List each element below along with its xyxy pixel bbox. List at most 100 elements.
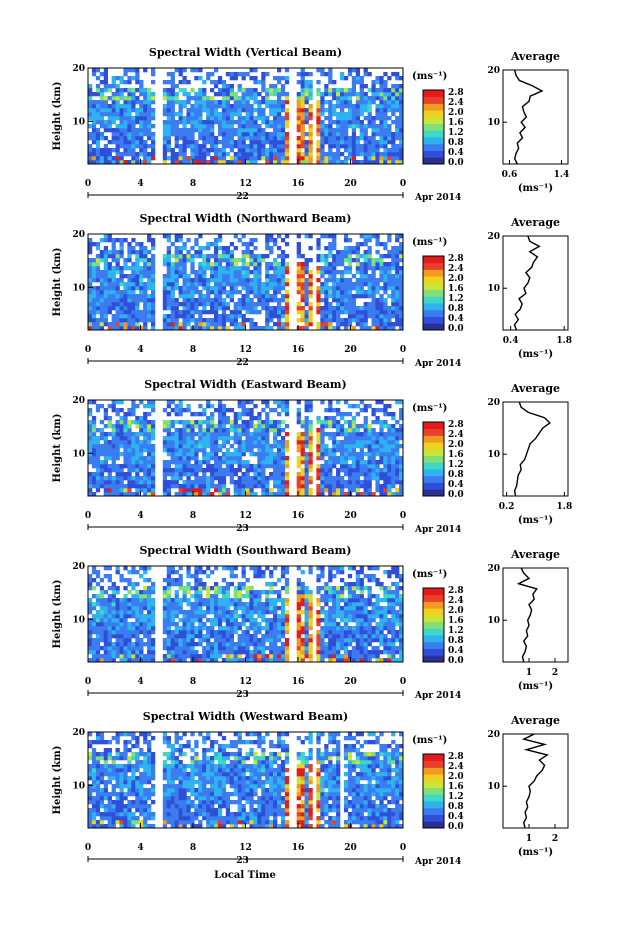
heatmap-cell: [359, 262, 364, 267]
heatmap-cell: [257, 310, 262, 315]
heatmap-cell: [336, 140, 341, 145]
heatmap-cell: [198, 428, 203, 433]
heatmap-cell: [241, 262, 246, 267]
heatmap-cell: [391, 416, 396, 421]
heatmap-cell: [229, 124, 234, 129]
heatmap-cell: [123, 124, 128, 129]
heatmap-cell: [131, 286, 136, 291]
heatmap-cell: [355, 476, 360, 481]
heatmap-cell: [237, 266, 242, 271]
heatmap-cell: [135, 598, 140, 603]
heatmap-cell: [332, 234, 337, 239]
heatmap-cell: [91, 618, 97, 623]
heatmap-cell: [347, 468, 353, 473]
heatmap-cell: [332, 120, 337, 125]
heatmap-cell: [237, 72, 242, 77]
colorbar-tick-label: 0.4: [448, 480, 464, 490]
heatmap-cell: [347, 456, 353, 461]
heatmap-cell: [277, 448, 282, 453]
heatmap-cell: [178, 408, 183, 413]
heatmap-cell: [308, 314, 313, 319]
heatmap-cell: [241, 286, 246, 291]
heatmap-cell: [170, 116, 175, 121]
heatmap-cell: [277, 68, 282, 73]
heatmap-cell: [147, 294, 152, 299]
heatmap-cell: [265, 238, 270, 243]
heatmap-cell: [379, 400, 384, 405]
heatmap-cell: [316, 322, 321, 327]
heatmap-cell: [182, 326, 187, 331]
heatmap-cell: [214, 274, 219, 279]
heatmap-cell: [253, 480, 258, 485]
heatmap-cell: [194, 68, 199, 73]
heatmap-cell: [249, 140, 254, 145]
heatmap-cell: [399, 156, 404, 161]
heatmap-cell: [206, 282, 211, 287]
heatmap-cell: [182, 590, 187, 595]
heatmap-cell: [147, 412, 152, 417]
heatmap-cell: [391, 464, 396, 469]
heatmap-cell: [221, 436, 227, 441]
heatmap-cell: [233, 144, 238, 149]
heatmap-cell: [210, 436, 215, 441]
heatmap-cell: [115, 614, 120, 619]
heatmap-cell: [103, 258, 108, 263]
heatmap-cell: [91, 262, 97, 267]
heatmap-cell: [277, 132, 282, 137]
heatmap-cell: [143, 606, 148, 611]
heatmap-cell: [265, 452, 270, 457]
heatmap-cell: [343, 112, 349, 117]
heatmap-cell: [379, 140, 384, 145]
average-x-tick-label: 0.4: [503, 336, 519, 346]
heatmap-cell: [127, 152, 132, 157]
heatmap-cell: [355, 436, 360, 441]
heatmap-cell: [214, 152, 219, 157]
heatmap-cell: [241, 278, 246, 283]
heatmap-cell: [119, 270, 124, 275]
heatmap-cell: [88, 440, 93, 445]
heatmap-cell: [351, 250, 357, 255]
heatmap-cell: [395, 282, 400, 287]
heatmap-cell: [190, 464, 195, 469]
heatmap-cell: [304, 160, 309, 165]
heatmap-cell: [395, 152, 400, 157]
heatmap-cell: [395, 428, 400, 433]
heatmap-cell: [170, 444, 175, 449]
heatmap-cell: [347, 428, 353, 433]
heatmap-cell: [328, 322, 333, 327]
heatmap-cell: [257, 326, 262, 331]
heatmap-cell: [375, 322, 380, 327]
heatmap-cell: [147, 456, 152, 461]
heatmap-cell: [210, 642, 215, 647]
heatmap-cell: [363, 116, 368, 121]
heatmap-cell: [328, 408, 333, 413]
heatmap-cell: [280, 282, 286, 287]
heatmap-cell: [95, 310, 101, 315]
heatmap-cell: [103, 590, 108, 595]
heatmap-cell: [363, 266, 368, 271]
heatmap-cell: [143, 314, 148, 319]
heatmap-cell: [166, 136, 171, 141]
heatmap-cell: [273, 424, 278, 429]
heatmap-cell: [162, 124, 168, 129]
heatmap-cell: [151, 152, 156, 157]
heatmap-cell: [214, 246, 219, 251]
heatmap-cell: [139, 104, 144, 109]
heatmap-cell: [355, 460, 360, 465]
heatmap-cell: [395, 136, 400, 141]
heatmap-cell: [214, 614, 219, 619]
heatmap-cell: [147, 88, 152, 93]
heatmap-cell: [237, 120, 242, 125]
heatmap-cell: [387, 140, 392, 145]
heatmap-cell: [245, 448, 250, 453]
heatmap-cell: [206, 116, 211, 121]
heatmap-cell: [139, 278, 144, 283]
heatmap-cell: [245, 492, 250, 497]
heatmap-cell: [324, 310, 329, 315]
heatmap-cell: [363, 484, 368, 489]
heatmap-cell: [103, 254, 108, 259]
heatmap-cell: [351, 246, 357, 251]
heatmap-cell: [375, 80, 380, 85]
heatmap-cell: [347, 302, 353, 307]
heatmap-cell: [182, 626, 187, 631]
